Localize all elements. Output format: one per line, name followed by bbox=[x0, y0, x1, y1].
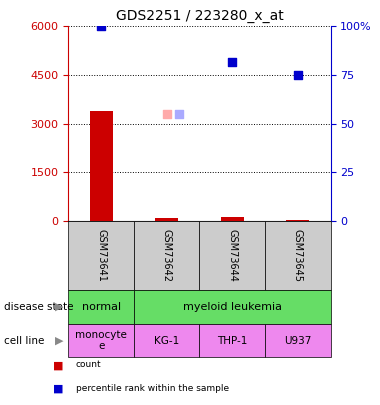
Text: GSM73645: GSM73645 bbox=[293, 229, 303, 281]
Text: GSM73642: GSM73642 bbox=[162, 229, 172, 281]
Text: ▶: ▶ bbox=[55, 336, 63, 345]
Text: ■: ■ bbox=[53, 384, 64, 394]
Text: count: count bbox=[76, 360, 101, 369]
Text: ■: ■ bbox=[53, 360, 64, 371]
Bar bbox=[287, 220, 309, 221]
Text: GSM73641: GSM73641 bbox=[96, 229, 106, 281]
Text: disease state: disease state bbox=[4, 302, 73, 312]
Text: THP-1: THP-1 bbox=[217, 336, 247, 345]
Bar bbox=[221, 217, 244, 221]
Point bbox=[229, 59, 235, 65]
Bar bbox=[90, 111, 112, 221]
Text: percentile rank within the sample: percentile rank within the sample bbox=[76, 384, 229, 392]
Point bbox=[176, 111, 182, 117]
Title: GDS2251 / 223280_x_at: GDS2251 / 223280_x_at bbox=[116, 9, 283, 23]
Text: U937: U937 bbox=[284, 336, 312, 345]
Point bbox=[295, 72, 301, 78]
Text: GSM73644: GSM73644 bbox=[227, 229, 237, 281]
Point bbox=[98, 23, 104, 30]
Text: ▶: ▶ bbox=[55, 302, 63, 312]
Text: monocyte
e: monocyte e bbox=[75, 330, 127, 352]
Text: normal: normal bbox=[82, 302, 121, 312]
Text: cell line: cell line bbox=[4, 336, 44, 345]
Text: KG-1: KG-1 bbox=[154, 336, 179, 345]
Bar bbox=[155, 218, 178, 221]
Point bbox=[164, 111, 170, 117]
Text: myeloid leukemia: myeloid leukemia bbox=[183, 302, 282, 312]
